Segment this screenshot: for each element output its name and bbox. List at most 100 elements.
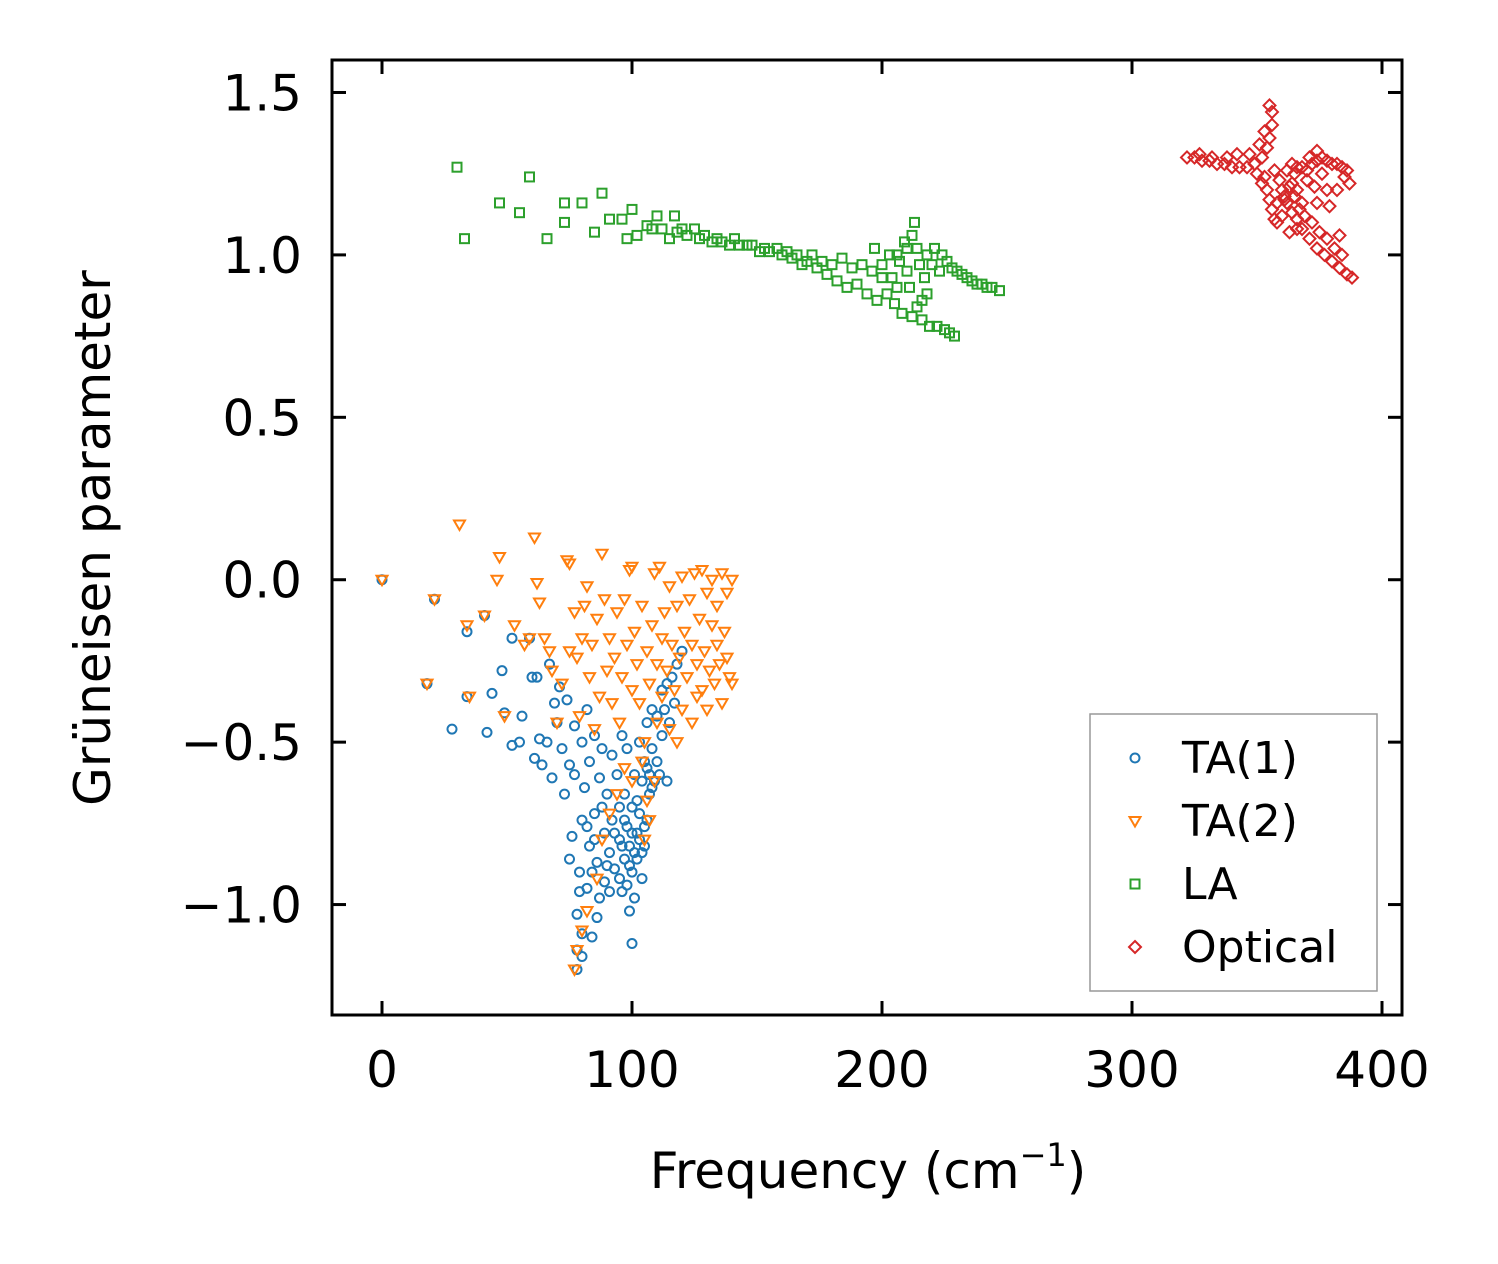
data-point: [609, 827, 620, 839]
data-point: [569, 720, 580, 732]
data-point: [624, 905, 635, 917]
data-point: [494, 197, 505, 209]
data-point: [579, 782, 590, 794]
data-point: [632, 698, 647, 711]
data-point: [649, 717, 665, 731]
data-point: [529, 752, 540, 764]
data-point: [826, 259, 838, 271]
data-point: [1249, 166, 1265, 182]
data-point: [486, 687, 498, 699]
data-point: [569, 652, 585, 666]
data-point: [561, 694, 573, 706]
data-point: [611, 769, 623, 781]
data-point: [1257, 124, 1272, 139]
data-point: [1324, 253, 1340, 269]
data-point: [606, 749, 618, 761]
x-axis-label: Frequency (cm−1): [650, 1136, 1087, 1200]
data-point: [1319, 182, 1335, 198]
data-point: [626, 938, 638, 950]
data-point: [1252, 137, 1267, 152]
x-axis-label-superscript: −1: [1020, 1136, 1067, 1174]
data-point: [637, 834, 652, 848]
data-point: [1192, 146, 1207, 162]
data-point: [592, 691, 607, 705]
data-point: [1319, 231, 1335, 247]
data-point: [717, 626, 732, 640]
data-point: [602, 633, 617, 646]
data-point: [764, 246, 775, 258]
data-point: [662, 581, 677, 594]
data-point: [614, 672, 630, 685]
data-point: [446, 723, 458, 735]
data-point: [656, 730, 668, 742]
legend: TA(1) TA(2) LA Optical: [1089, 713, 1378, 992]
data-point: [524, 171, 535, 183]
data-point: [599, 665, 615, 679]
data-point: [497, 711, 512, 724]
data-point: [1282, 179, 1297, 195]
data-point: [634, 600, 650, 614]
data-point: [1287, 189, 1302, 204]
data-point: [949, 330, 960, 342]
data-point: [452, 519, 467, 533]
data-point: [891, 249, 903, 261]
data-point: [629, 769, 640, 781]
data-point: [626, 203, 638, 215]
data-point: [589, 808, 600, 820]
data-point: [1269, 215, 1285, 230]
data-point: [609, 789, 625, 802]
data-point: [911, 301, 923, 313]
data-point: [856, 259, 868, 271]
data-point: [1309, 240, 1325, 256]
data-point: [1324, 156, 1340, 172]
data-point: [546, 772, 558, 784]
data-point: [616, 213, 628, 225]
data-point: [589, 613, 605, 627]
data-point: [419, 678, 435, 692]
data-point: [1334, 247, 1350, 263]
data-point: [594, 548, 610, 562]
data-point: [589, 730, 600, 742]
data-point: [692, 613, 707, 627]
data-point: [1327, 240, 1342, 256]
data-point: [564, 853, 575, 865]
data-point: [612, 717, 627, 731]
data-point: [616, 840, 628, 852]
data-point: [1299, 172, 1315, 188]
data-point: [576, 736, 588, 748]
legend-label: Optical: [1182, 922, 1337, 973]
data-point: [527, 532, 542, 545]
data-point: [544, 658, 555, 670]
data-point: [584, 639, 600, 653]
data-point: [579, 581, 595, 594]
data-point: [616, 730, 628, 742]
data-point: [669, 600, 685, 614]
data-point: [651, 710, 663, 722]
data-point: [599, 876, 610, 888]
data-point: [569, 769, 580, 781]
data-point: [609, 607, 625, 620]
data-point: [604, 847, 615, 859]
data-point: [904, 281, 915, 293]
data-point: [636, 775, 648, 787]
data-point: [712, 659, 727, 672]
data-point: [562, 646, 577, 659]
data-point: [514, 736, 525, 748]
data-point: [934, 265, 945, 277]
data-point: [871, 294, 883, 306]
y-axis-label: Grüneisen parameter: [64, 270, 122, 806]
data-point: [652, 561, 667, 575]
data-point: [559, 788, 570, 800]
data-point: [651, 210, 663, 222]
data-point: [659, 665, 675, 679]
data-point: [699, 587, 715, 601]
plot-frame: [330, 58, 1404, 1017]
data-point: [624, 860, 635, 872]
data-point: [576, 197, 588, 209]
data-point: [549, 717, 565, 731]
legend-label: TA(1): [1181, 733, 1298, 784]
data-point: [536, 759, 548, 771]
data-point: [714, 568, 730, 581]
data-point: [582, 672, 597, 685]
x-tick-label: 200: [834, 1041, 929, 1099]
